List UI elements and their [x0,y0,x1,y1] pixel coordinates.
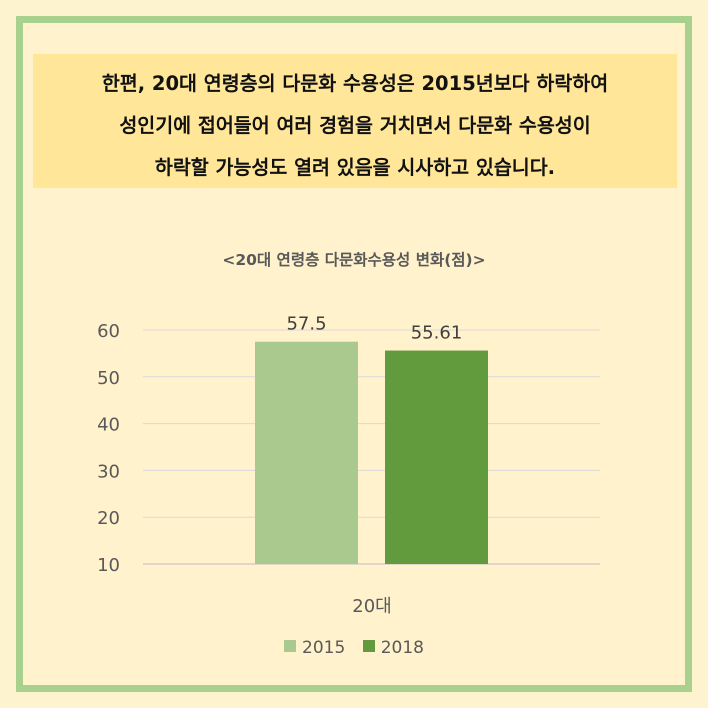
summary-callout: 한편, 20대 연령층의 다문화 수용성은 2015년보다 하락하여 성인기에 … [33,54,677,188]
y-tick-label-10: 10 [97,555,120,576]
legend-swatch-2018 [362,640,375,652]
legend-label-2018: 2018 [380,638,424,658]
bar-2018 [385,350,488,564]
y-tick-label-40: 40 [97,415,120,436]
legend-item-2015: 2015 [284,638,345,658]
y-tick-label-50: 50 [97,368,120,389]
bar-2015 [255,341,358,564]
legend-label-2015: 2015 [302,638,346,658]
data-label-2015: 57.5 [286,314,326,335]
data-label-2018: 55.61 [411,323,463,344]
y-tick-label-60: 60 [97,321,120,342]
callout-line-1: 한편, 20대 연령층의 다문화 수용성은 2015년보다 하락하여 [101,72,609,95]
y-tick-label-20: 20 [97,508,120,529]
y-tick-label-30: 30 [97,461,120,482]
chart-legend: 2015 2018 [0,638,708,658]
legend-item-2018: 2018 [362,638,424,658]
chart-title: <20대 연령층 다문화수용성 변화(점)> [222,251,486,269]
x-category-label: 20대 [352,596,391,617]
legend-swatch-2015 [284,640,297,652]
callout-line-3: 하락할 가능성도 열려 있음을 시사하고 있습니다. [154,156,556,179]
callout-line-2: 성인기에 접어들어 여러 경험을 거치면서 다문화 수용성이 [119,114,591,137]
